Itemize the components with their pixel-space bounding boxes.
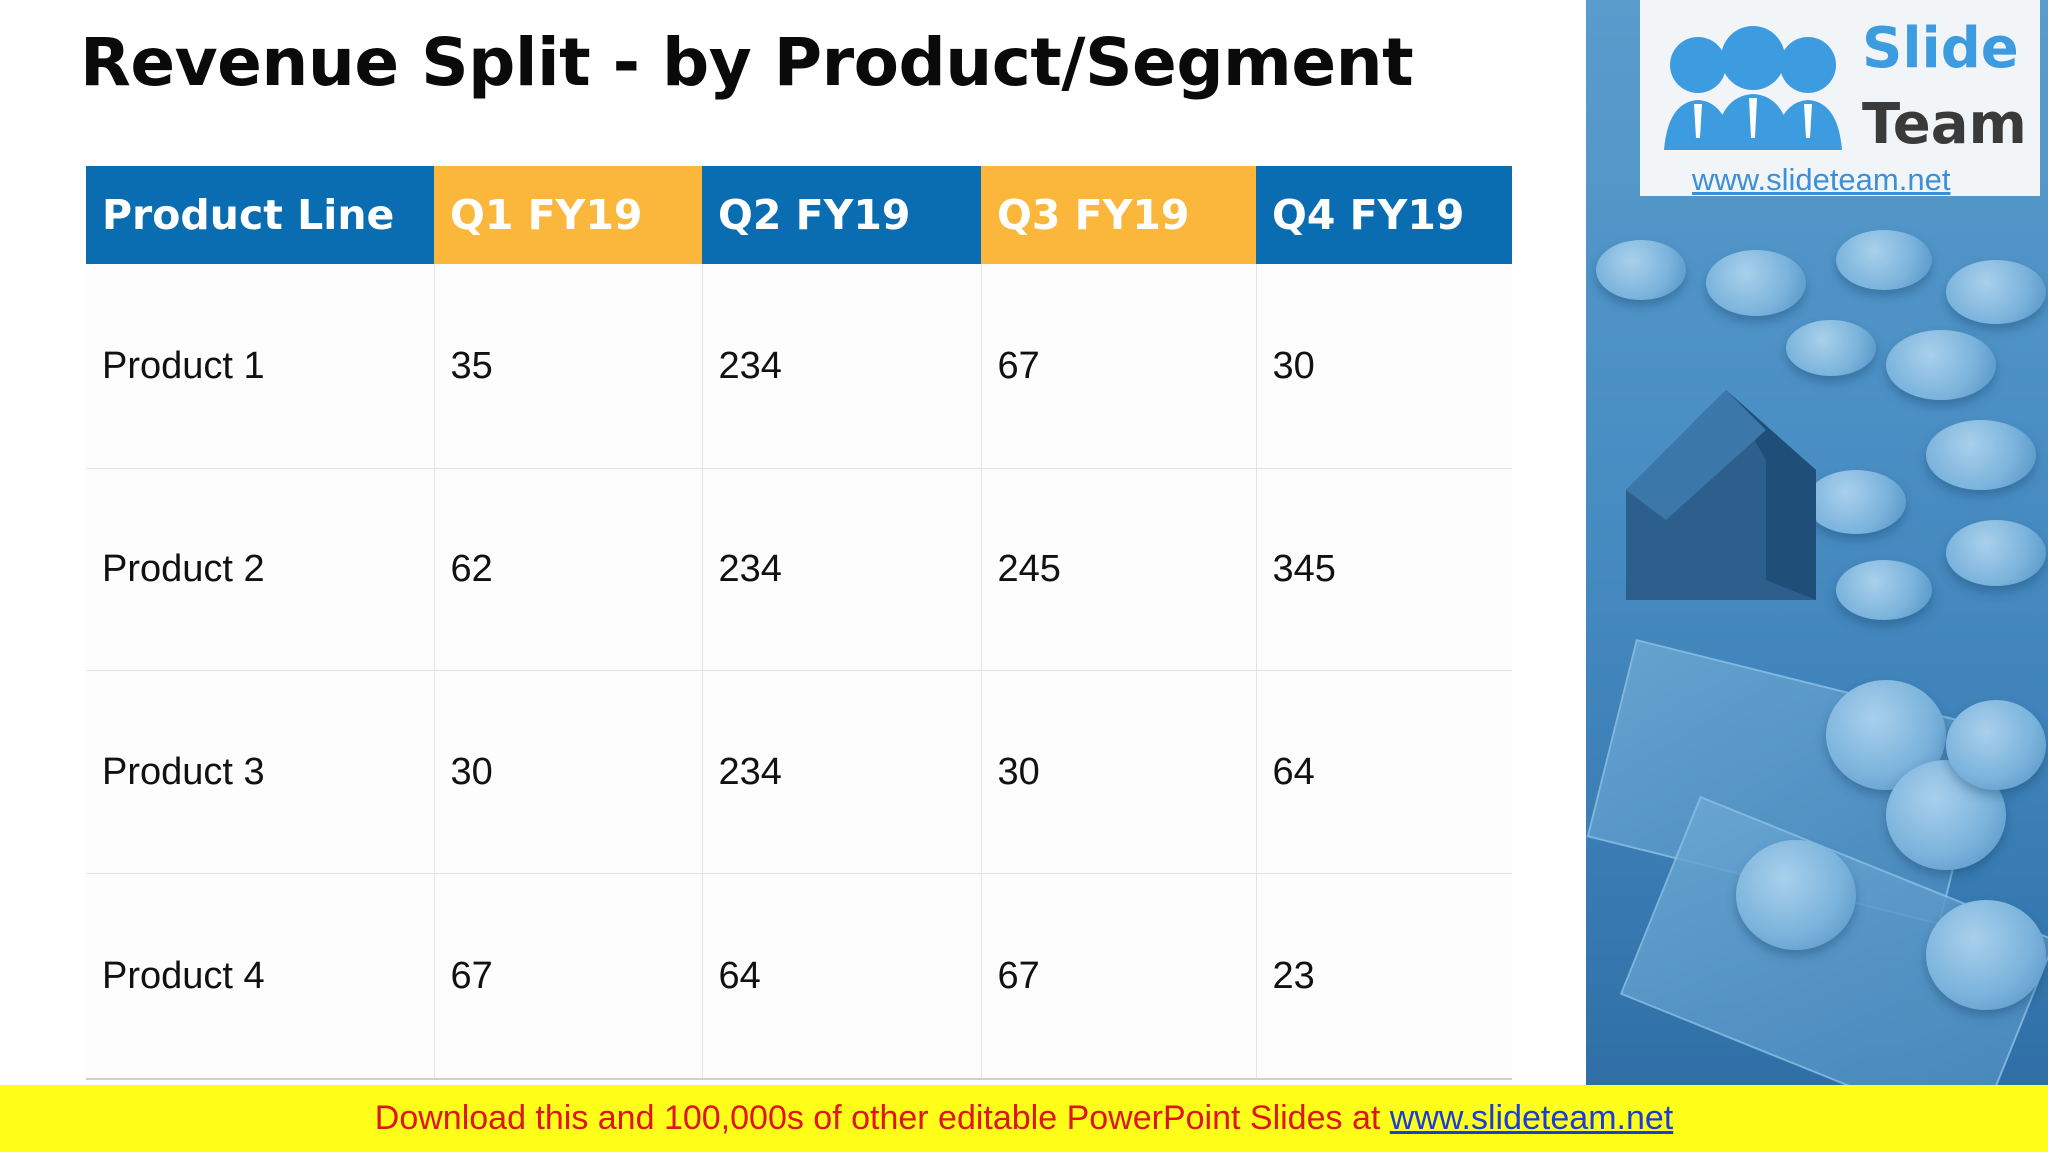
coin-image — [1926, 420, 2036, 490]
table-row: Product 1 35 234 67 30 — [86, 264, 1512, 469]
coin-image — [1786, 320, 1876, 376]
cell-q2: 234 — [701, 264, 981, 469]
header-product-line: Product Line — [86, 166, 434, 264]
cell-product: Product 4 — [86, 873, 434, 1080]
cell-q3: 30 — [980, 670, 1256, 874]
cell-q3: 245 — [980, 468, 1256, 671]
cell-q3: 67 — [980, 873, 1256, 1080]
coin-image — [1836, 230, 1932, 290]
banner-link[interactable]: www.slideteam.net — [1389, 1099, 1674, 1137]
coin-image — [1926, 900, 2046, 1010]
cell-q1: 30 — [433, 670, 702, 874]
coin-image — [1736, 840, 1856, 950]
cell-q4: 23 — [1255, 873, 1512, 1080]
cell-q2: 234 — [701, 468, 981, 671]
cell-q1: 35 — [433, 264, 702, 469]
cell-product: Product 3 — [86, 670, 434, 874]
download-banner: Download this and 100,000s of other edit… — [0, 1085, 2048, 1152]
cell-q2: 64 — [701, 873, 981, 1080]
coin-image — [1706, 250, 1806, 316]
logo-word-slide: Slide — [1862, 16, 2019, 81]
cell-q3: 67 — [980, 264, 1256, 469]
header-q2: Q2 FY19 — [702, 166, 981, 264]
cell-q2: 234 — [701, 670, 981, 874]
table-row: Product 4 67 64 67 23 — [86, 873, 1512, 1080]
people-logo-icon — [1664, 26, 1842, 150]
coin-image — [1806, 470, 1906, 534]
coin-image — [1836, 560, 1932, 620]
coin-image — [1596, 240, 1686, 300]
coin-image — [1946, 700, 2046, 790]
header-q4: Q4 FY19 — [1256, 166, 1512, 264]
coin-image — [1886, 330, 1996, 400]
coin-image — [1946, 260, 2046, 324]
coin-image — [1946, 520, 2046, 586]
slideteam-logo: Slide Team www.slideteam.net — [1640, 0, 2040, 197]
cell-q4: 64 — [1255, 670, 1512, 874]
table-header-row: Product Line Q1 FY19 Q2 FY19 Q3 FY19 Q4 … — [86, 166, 1512, 264]
cell-product: Product 2 — [86, 468, 434, 671]
logo-word-team: Team — [1862, 92, 2027, 157]
header-q3: Q3 FY19 — [981, 166, 1256, 264]
slide-title: Revenue Split - by Product/Segment — [80, 24, 1414, 101]
header-q1: Q1 FY19 — [434, 166, 702, 264]
cell-q4: 30 — [1255, 264, 1512, 469]
cell-product: Product 1 — [86, 264, 434, 469]
logo-url-link[interactable]: www.slideteam.net — [1692, 162, 1951, 197]
wooden-house-image — [1626, 390, 1816, 600]
revenue-table: Product Line Q1 FY19 Q2 FY19 Q3 FY19 Q4 … — [86, 166, 1512, 1080]
cell-q1: 62 — [433, 468, 702, 671]
cell-q4: 345 — [1255, 468, 1512, 671]
table-row: Product 3 30 234 30 64 — [86, 670, 1512, 874]
banner-message: Download this and 100,000s of other edit… — [374, 1099, 1390, 1137]
table-row: Product 2 62 234 245 345 — [86, 468, 1512, 671]
cell-q1: 67 — [433, 873, 702, 1080]
